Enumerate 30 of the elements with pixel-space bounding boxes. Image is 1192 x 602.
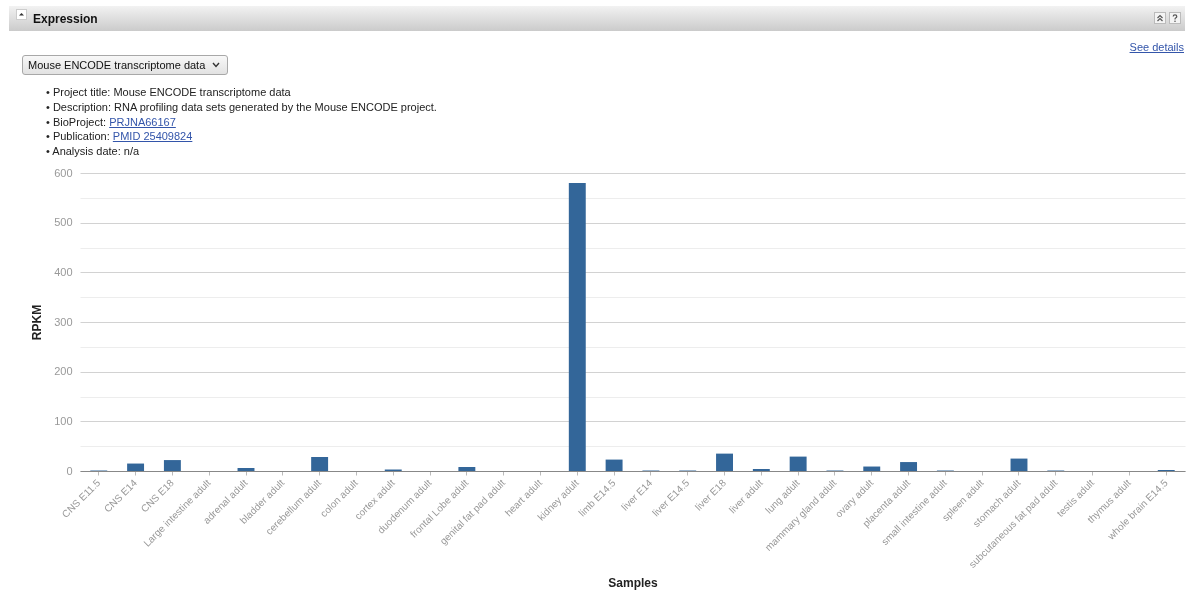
y-axis-title: RPKM [30, 304, 45, 341]
text: • Publication: PMID 25409824 [46, 129, 194, 145]
bar [1010, 458, 1028, 471]
y-tick-label: 300 [54, 315, 73, 328]
text: • Description: RNA profiling data sets generated by the Mouse ENCODE project. [46, 99, 437, 115]
bar [900, 462, 918, 471]
dropdown-field: Mouse ENCODE transcriptome data [22, 55, 228, 75]
bar [605, 459, 623, 471]
y-tick-label: 0 [66, 464, 73, 477]
bar [458, 467, 476, 471]
text: See details [1129, 41, 1184, 54]
bar [311, 457, 329, 471]
bar [237, 468, 255, 471]
x-axis-title: Samples [608, 575, 659, 590]
text: • Analysis date: n/a [46, 144, 141, 159]
bar [568, 182, 586, 471]
y-tick-label: 100 [54, 414, 73, 427]
bar [716, 453, 733, 471]
y-tick-label: 600 [54, 166, 73, 179]
bar [163, 460, 181, 471]
text: • BioProject: PRJNA66167 [46, 114, 177, 130]
bar [127, 463, 145, 471]
y-tick-label: 200 [54, 365, 73, 378]
x-tick-label: liver E18 [692, 476, 729, 513]
chart-title: Expression [33, 12, 98, 26]
y-tick-label: 400 [54, 265, 73, 278]
y-tick-label: 500 [54, 216, 73, 229]
x-tick-label: liver E14 [619, 476, 655, 513]
bar [789, 456, 807, 471]
text: • Project title: Mouse ENCODE transcriptome data [46, 85, 292, 100]
